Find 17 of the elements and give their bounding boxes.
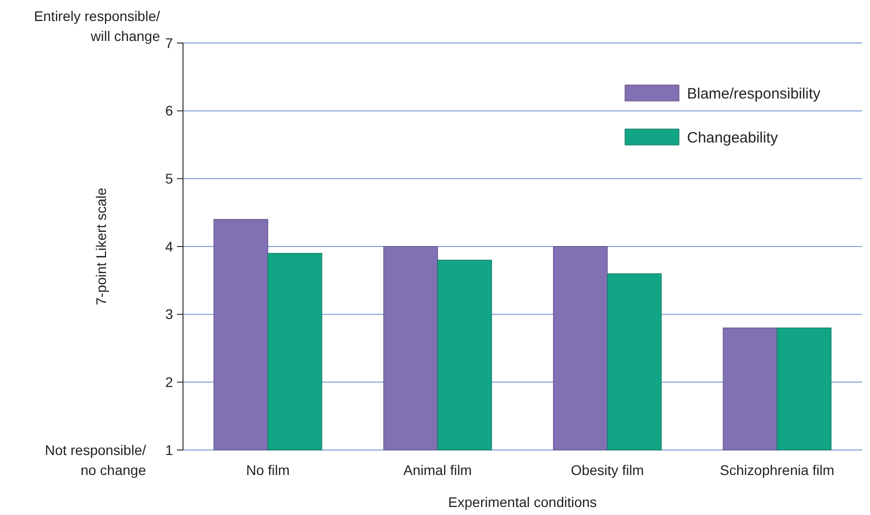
x-axis-title: Experimental conditions	[448, 494, 597, 510]
y-tick-label: 3	[165, 306, 174, 322]
legend-label: Changeability	[687, 129, 778, 146]
x-tick-label: Schizophrenia film	[720, 462, 834, 478]
y-tick-label: 7	[165, 34, 174, 51]
x-tick-label: Obesity film	[570, 462, 644, 478]
y-tick-label: 4	[165, 238, 174, 254]
legend-label: Blame/responsibility	[687, 85, 821, 102]
x-tick-label: Animal film	[403, 462, 472, 478]
y-tick-label: 5	[165, 170, 174, 187]
text: Entirely responsible/ will change	[34, 8, 160, 44]
y-tick-label: 1	[165, 442, 174, 458]
y-tick-label: 6	[165, 102, 174, 119]
x-tick-label: No film	[246, 462, 290, 478]
y-axis-title: 7-point Likert scale	[93, 188, 109, 306]
y-tick-label: 2	[165, 374, 174, 390]
text: Not responsible/ no change	[44, 442, 146, 478]
